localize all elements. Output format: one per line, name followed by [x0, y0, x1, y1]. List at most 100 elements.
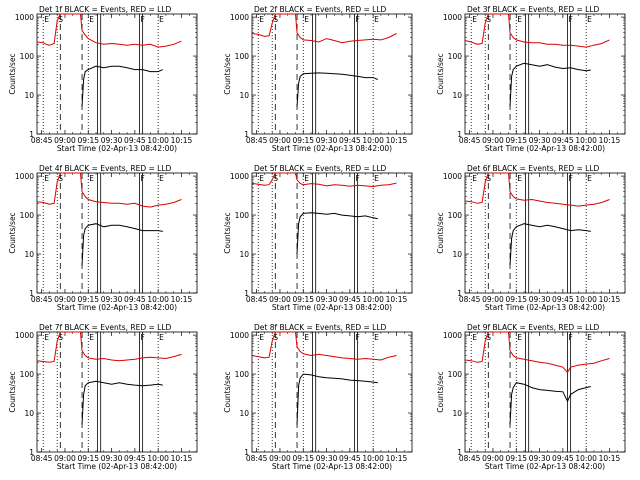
- y-tick-label: 10: [239, 250, 249, 259]
- time-marker-label: E: [44, 174, 49, 183]
- series-line-lld: [251, 331, 397, 361]
- x-tick-label: 10:00: [575, 295, 597, 304]
- y-tick-label: 1000: [230, 13, 249, 22]
- series-line-lld: [36, 331, 182, 363]
- y-tick-label: 1000: [15, 331, 34, 340]
- x-tick-label: 10:15: [386, 136, 408, 145]
- x-axis-label: Start Time (02-Apr-13 08:42:00): [272, 462, 392, 471]
- series-line-lld: [36, 13, 182, 48]
- x-tick-label: 09:45: [552, 136, 574, 145]
- plot-frame: [36, 13, 198, 135]
- y-tick-label: 100: [235, 211, 250, 220]
- panel-title: Det 8f BLACK = Events, RED = LLD: [254, 323, 387, 332]
- x-tick-label: 09:00: [54, 295, 76, 304]
- x-tick-label: 09:00: [482, 454, 504, 463]
- time-marker-label: E: [517, 333, 522, 342]
- y-tick-label: 1: [244, 130, 249, 139]
- detector-panel-7: Det 7f BLACK = Events, RED = LLD 1 10 100 10…: [8, 323, 198, 471]
- y-tick-label: 10: [452, 250, 462, 259]
- series-line-events: [509, 223, 591, 266]
- series-line-lld: [464, 13, 610, 48]
- y-tick-label: 10: [452, 409, 462, 418]
- plot-frame: [251, 172, 413, 294]
- x-tick-label: 08:45: [246, 136, 268, 145]
- x-tick-label: 09:30: [529, 136, 551, 145]
- time-marker-label: E: [374, 333, 379, 342]
- y-tick-label: 1000: [443, 13, 462, 22]
- x-tick-label: 10:00: [147, 295, 169, 304]
- time-marker-label: E: [159, 15, 164, 24]
- x-tick-label: 10:15: [386, 454, 408, 463]
- y-tick-label: 1000: [443, 331, 462, 340]
- plot-frame: [464, 331, 626, 453]
- time-marker-label: E: [89, 174, 94, 183]
- time-marker-label: E: [517, 174, 522, 183]
- y-axis-label: Counts/sec: [223, 53, 232, 94]
- x-tick-label: 08:45: [31, 136, 53, 145]
- y-tick-label: 1: [244, 448, 249, 457]
- time-marker-label: E: [304, 333, 309, 342]
- y-axis-label: Counts/sec: [436, 371, 445, 412]
- detector-panel-2: Det 2f BLACK = Events, RED = LLD 1 10 100 10…: [223, 5, 413, 153]
- y-tick-label: 100: [20, 52, 35, 61]
- y-axis-label: Counts/sec: [223, 212, 232, 253]
- y-tick-label: 10: [24, 91, 34, 100]
- x-tick-label: 10:15: [599, 136, 621, 145]
- x-tick-label: 10:00: [575, 136, 597, 145]
- detector-panel-1: Det 1f BLACK = Events, RED = LLD 1 10 100 10…: [8, 5, 198, 153]
- x-tick-label: 09:45: [124, 295, 146, 304]
- x-tick-label: 09:45: [339, 454, 361, 463]
- x-tick-label: 09:15: [292, 454, 314, 463]
- series-line-events: [509, 62, 591, 107]
- time-marker-label: E: [259, 174, 264, 183]
- x-tick-label: 09:15: [77, 136, 99, 145]
- x-tick-label: 09:30: [101, 454, 123, 463]
- x-tick-label: 08:45: [459, 136, 481, 145]
- x-tick-label: 10:15: [171, 454, 193, 463]
- time-marker-label: E: [259, 333, 264, 342]
- series-line-events: [509, 382, 591, 425]
- detector-panel-9: Det 9f BLACK = Events, RED = LLD 1 10 100 10…: [436, 323, 626, 471]
- time-marker-label: E: [587, 333, 592, 342]
- x-tick-label: 09:15: [505, 136, 527, 145]
- x-tick-label: 09:45: [552, 454, 574, 463]
- y-tick-label: 1: [457, 289, 462, 298]
- x-tick-label: 09:15: [77, 454, 99, 463]
- y-tick-label: 100: [20, 370, 35, 379]
- x-axis-label: Start Time (02-Apr-13 08:42:00): [57, 303, 177, 312]
- x-tick-label: 09:00: [269, 136, 291, 145]
- time-marker-label: E: [259, 15, 264, 24]
- time-marker-label: E: [472, 174, 477, 183]
- time-marker-label: E: [159, 333, 164, 342]
- x-tick-label: 08:45: [246, 454, 268, 463]
- y-axis-label: Counts/sec: [436, 212, 445, 253]
- time-marker-label: E: [89, 333, 94, 342]
- panel-title: Det 3f BLACK = Events, RED = LLD: [467, 5, 600, 14]
- y-tick-label: 1: [244, 289, 249, 298]
- x-tick-label: 10:15: [599, 454, 621, 463]
- series-line-events: [296, 212, 378, 255]
- plot-frame: [464, 13, 626, 135]
- y-axis-label: Counts/sec: [436, 53, 445, 94]
- x-tick-label: 09:45: [552, 295, 574, 304]
- x-tick-label: 10:00: [362, 295, 384, 304]
- detector-panel-5: Det 5f BLACK = Events, RED = LLD 1 10 100 10…: [223, 164, 413, 312]
- y-tick-label: 1000: [443, 172, 462, 181]
- time-marker-label: E: [89, 15, 94, 24]
- time-marker-label: E: [304, 174, 309, 183]
- x-axis-label: Start Time (02-Apr-13 08:42:00): [272, 144, 392, 153]
- x-tick-label: 09:30: [316, 295, 338, 304]
- x-tick-label: 10:00: [362, 136, 384, 145]
- x-tick-label: 09:00: [269, 295, 291, 304]
- y-tick-label: 10: [24, 250, 34, 259]
- x-tick-label: 09:00: [482, 295, 504, 304]
- y-tick-label: 10: [24, 409, 34, 418]
- panel-title: Det 1f BLACK = Events, RED = LLD: [39, 5, 172, 14]
- x-axis-label: Start Time (02-Apr-13 08:42:00): [485, 144, 605, 153]
- x-tick-label: 10:15: [599, 295, 621, 304]
- time-marker-label: E: [44, 15, 49, 24]
- series-line-lld: [251, 172, 397, 188]
- series-line-events: [81, 380, 163, 425]
- y-axis-label: Counts/sec: [223, 371, 232, 412]
- x-tick-label: 09:45: [339, 136, 361, 145]
